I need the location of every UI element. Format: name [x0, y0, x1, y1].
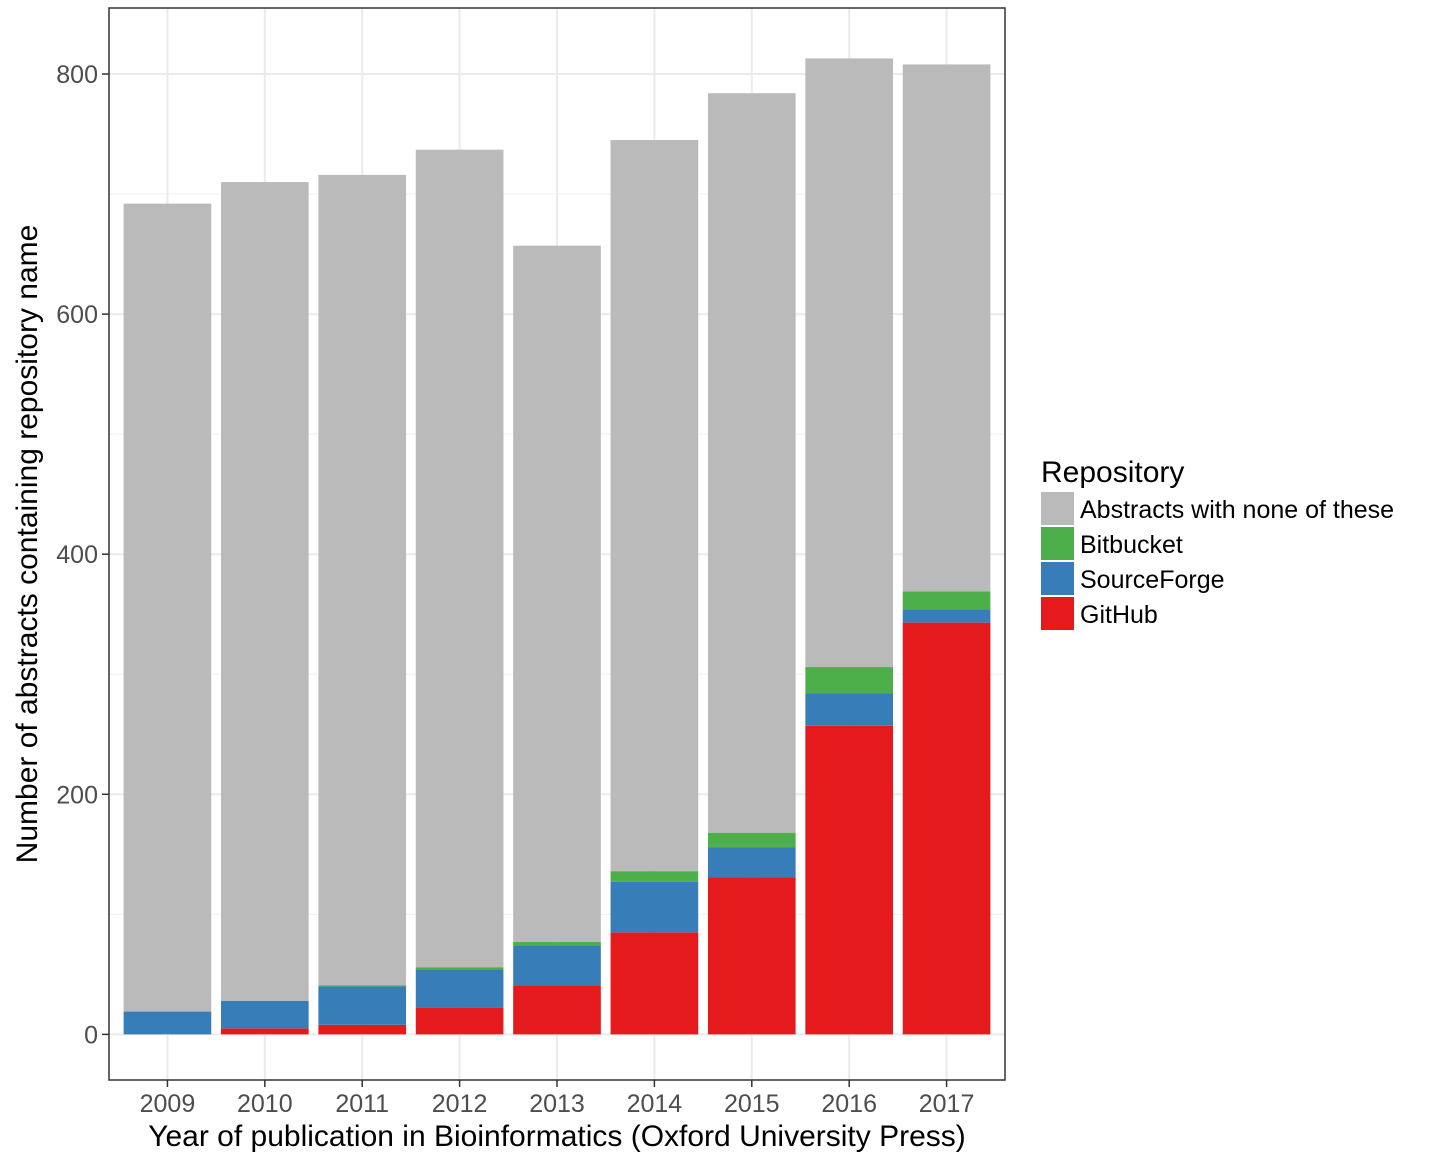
- y-tick-label: 600: [56, 301, 98, 329]
- y-tick-label: 400: [56, 541, 98, 569]
- y-tick-label: 800: [56, 61, 98, 89]
- bar-segment: [318, 1024, 407, 1035]
- bar-segment: [123, 1011, 212, 1035]
- bar-segment: [415, 1007, 504, 1035]
- bar-segment: [123, 203, 212, 1012]
- bar-segment: [707, 847, 796, 878]
- bar-segment: [610, 881, 699, 933]
- bar-segment: [805, 725, 893, 1035]
- x-tick-label: 2011: [335, 1090, 389, 1118]
- legend-key: [1041, 527, 1074, 560]
- x-tick-label: 2009: [140, 1090, 196, 1118]
- bar-segment: [415, 969, 504, 1008]
- legend-title: Repository: [1041, 456, 1184, 489]
- legend-label: Abstracts with none of these: [1080, 496, 1394, 524]
- bar-segment: [902, 64, 991, 592]
- x-tick-label: 2017: [919, 1090, 975, 1118]
- x-tick-label: 2015: [724, 1090, 780, 1118]
- legend-label: GitHub: [1080, 601, 1158, 629]
- legend-label: Bitbucket: [1080, 531, 1183, 559]
- bar-segment: [513, 945, 601, 986]
- bar-segment: [707, 832, 796, 848]
- x-tick-label: 2012: [432, 1090, 488, 1118]
- x-tick-label: 2013: [529, 1090, 585, 1118]
- y-tick-label: 0: [84, 1021, 98, 1049]
- x-axis-title: Year of publication in Bioinformatics (O…: [148, 1120, 966, 1152]
- bar-segment: [513, 245, 601, 942]
- bar-segment: [805, 693, 893, 726]
- legend-key: [1041, 597, 1074, 630]
- bar-segment: [221, 1028, 309, 1035]
- bar-segment: [318, 986, 407, 1025]
- bar-segment: [221, 1000, 309, 1029]
- bar-segment: [610, 140, 699, 872]
- bar-segment: [415, 149, 504, 968]
- bar-segment: [221, 182, 309, 1001]
- bar-segment: [805, 58, 893, 668]
- bar-segment: [513, 985, 601, 1035]
- bars: [123, 58, 991, 1035]
- x-tick-label: 2014: [627, 1090, 683, 1118]
- bar-segment: [707, 877, 796, 1035]
- x-tick-label: 2010: [237, 1090, 293, 1118]
- legend-label: SourceForge: [1080, 566, 1225, 594]
- x-axis: 2009 2010 2011 2012 2013 2014 2015 2016 2017: [140, 1080, 975, 1118]
- bar-segment: [318, 985, 407, 987]
- y-axis: 0 200 400 600 800: [56, 61, 109, 1049]
- bar-segment: [707, 93, 796, 833]
- bar-segment: [610, 871, 699, 882]
- bar-segment: [415, 967, 504, 970]
- legend: Repository Abstracts with none of these B…: [1041, 456, 1394, 630]
- bar-segment: [318, 174, 407, 986]
- y-axis-title: Number of abstracts containing repositor…: [11, 225, 44, 864]
- legend-key: [1041, 562, 1074, 595]
- y-tick-label: 200: [56, 781, 98, 809]
- bar-segment: [805, 667, 893, 694]
- bar-segment: [902, 622, 991, 1035]
- x-tick-label: 2016: [821, 1090, 877, 1118]
- bar-segment: [513, 941, 601, 946]
- bar-segment: [610, 932, 699, 1035]
- bar-segment: [902, 609, 991, 623]
- bar-segment: [902, 591, 991, 610]
- legend-key: [1041, 492, 1074, 525]
